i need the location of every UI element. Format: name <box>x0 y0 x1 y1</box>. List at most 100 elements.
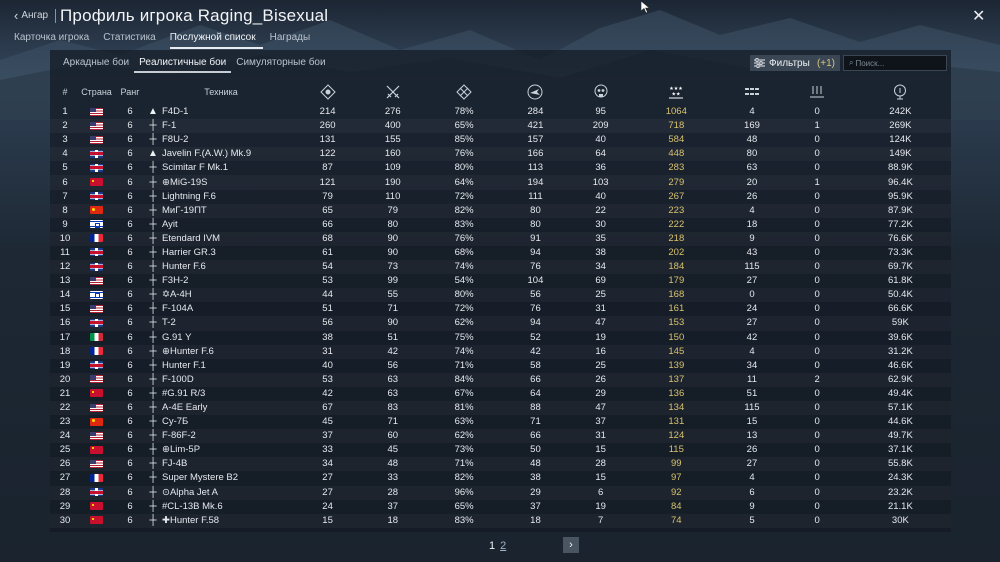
stat-deaths: 26 <box>568 373 633 387</box>
table-row[interactable]: 13 6 ┼ F3H-2 53 99 54% 104 69 179 27 0 61.8K <box>50 274 951 288</box>
row-number: 24 <box>50 429 80 443</box>
vehicle-cell[interactable]: ┼ #CL-13B Mk.6 <box>147 500 295 514</box>
table-row[interactable]: 18 6 ┼ ⊕Hunter F.6 31 42 74% 42 16 145 4 0 31.2K <box>50 345 951 359</box>
stat-air-kills: 184 <box>633 260 719 274</box>
stat-missions: 79 <box>322 190 333 202</box>
vehicle-cell[interactable]: ┼ ✡A-4H <box>147 288 295 302</box>
col-respawns[interactable] <box>503 78 568 105</box>
table-row[interactable]: 30 6 ┼ ✚Hunter F.58 15 18 83% 18 7 74 5 0 30K <box>50 514 951 528</box>
col-num[interactable]: # <box>62 86 68 97</box>
vehicle-cell[interactable]: ┼ G.91 Y <box>147 331 295 345</box>
col-country[interactable]: Страна <box>81 86 112 97</box>
vehicle-cell[interactable]: ┼ ⊕Lim-5P <box>147 443 295 457</box>
table-row[interactable]: 19 6 ┼ Hunter F.1 40 56 71% 58 25 139 34 0 46.6K <box>50 359 951 373</box>
col-air-kills[interactable]: ★★★ ★★ <box>633 78 719 105</box>
table-row[interactable]: 20 6 ┼ F-100D 53 63 84% 66 26 137 11 2 62.9K <box>50 373 951 387</box>
table-row[interactable]: 11 6 ┼ Harrier GR.3 61 90 68% 94 38 202 43 0 73.3K <box>50 246 951 260</box>
table-row[interactable]: 27 6 ┼ Super Mystere B2 27 33 82% 38 15 97 4 0 24.3K <box>50 471 951 485</box>
vehicle-cell[interactable]: ┼ F-1 <box>147 119 295 133</box>
vehicle-cell[interactable]: ▲ F4D-1 <box>147 105 295 119</box>
vehicle-cell[interactable]: ┼ F3H-2 <box>147 274 295 288</box>
table-row[interactable]: 22 6 ┼ A-4E Early 67 83 81% 88 47 134 115 0 57.1K <box>50 401 951 415</box>
tab-player-card[interactable]: Карточка игрока <box>14 32 90 43</box>
tab-simulator[interactable]: Симуляторные бои <box>236 57 326 68</box>
vehicle-cell[interactable]: ┼ Harrier GR.3 <box>147 246 295 260</box>
filters-button[interactable]: Фильтры (+1) <box>750 55 840 71</box>
vehicle-cell[interactable]: ┼ FJ-4B <box>147 457 295 471</box>
stat-missions: 54 <box>295 260 360 274</box>
table-row[interactable]: 12 6 ┼ Hunter F.6 54 73 74% 76 34 184 115 0 69.7K <box>50 260 951 274</box>
table-row[interactable]: 28 6 ┼ ⊙Alpha Jet A 27 28 96% 29 6 92 6 0 23.2K <box>50 486 951 500</box>
next-page-button[interactable]: › <box>563 537 579 553</box>
tab-statistics[interactable]: Статистика <box>103 32 156 43</box>
table-row[interactable]: 5 6 ┼ Scimitar F Mk.1 87 109 80% 113 36 283 63 0 88.… <box>50 161 951 175</box>
page-link[interactable]: 2 <box>500 540 507 552</box>
vehicle-cell[interactable]: ┼ T-2 <box>147 316 295 330</box>
table-row[interactable]: 21 6 ┼ #G.91 R/3 42 63 67% 64 29 136 51 0 49.4K <box>50 387 951 401</box>
vehicle-cell[interactable]: ┼ Hunter F.1 <box>147 359 295 373</box>
vehicle-cell[interactable]: ┼ ⊕Hunter F.6 <box>147 345 295 359</box>
table-row[interactable]: 24 6 ┼ F-86F-2 37 60 62% 66 31 124 13 0 49.7K <box>50 429 951 443</box>
stat-naval-kills: 0 <box>814 359 820 371</box>
row-number: 12 <box>50 260 80 274</box>
col-deaths[interactable] <box>568 78 633 105</box>
tab-awards[interactable]: Награды <box>269 32 311 43</box>
vehicle-cell[interactable]: ┼ #G.91 R/3 <box>147 387 295 401</box>
tab-service-record[interactable]: Послужной список <box>169 32 263 49</box>
vehicle-cell[interactable]: ┼ Etendard IVM <box>147 232 295 246</box>
vehicle-cell[interactable]: ┼ Hunter F.6 <box>147 260 295 274</box>
col-missions[interactable] <box>295 78 360 105</box>
table-row[interactable]: 9 6 ┼ Ayit 66 80 83% 80 30 222 18 0 77.2K <box>50 218 951 232</box>
col-score[interactable] <box>850 78 951 105</box>
vehicle-cell[interactable]: ┼ ⊙Alpha Jet A <box>147 486 295 500</box>
vehicle-cell[interactable]: ┼ Ayit <box>147 218 295 232</box>
table-row[interactable]: 15 6 ┼ F-104A 51 71 72% 76 31 161 24 0 66.6K <box>50 302 951 316</box>
table-row[interactable]: 25 6 ┼ ⊕Lim-5P 33 45 73% 50 15 115 26 0 37.1K <box>50 443 951 457</box>
col-vehicle[interactable]: Техника <box>204 86 238 97</box>
table-row[interactable]: 23 6 ┼ Су-7Б 45 71 63% 71 37 131 15 0 44.6K <box>50 415 951 429</box>
col-naval-kills[interactable] <box>785 78 850 105</box>
vehicle-cell[interactable]: ┼ Super Mystere B2 <box>147 471 295 485</box>
table-row[interactable]: 2 6 ┼ F-1 260 400 65% 421 209 718 169 1 269K <box>50 119 951 133</box>
table-row[interactable]: 26 6 ┼ FJ-4B 34 48 71% 48 28 99 27 0 55.8K <box>50 457 951 471</box>
col-victories-percent[interactable] <box>425 78 502 105</box>
table-row[interactable]: 4 6 ▲ Javelin F.(A.W.) Mk.9 122 160 76% 166 64 44… <box>50 147 951 161</box>
col-battles[interactable] <box>360 78 425 105</box>
table-row[interactable]: 29 6 ┼ #CL-13B Mk.6 24 37 65% 37 19 84 9 0 21.1K <box>50 500 951 514</box>
vehicle-cell[interactable]: ┼ F8U-2 <box>147 133 295 147</box>
table-row[interactable]: 17 6 ┼ G.91 Y 38 51 75% 52 19 150 42 0 39.6K <box>50 331 951 345</box>
close-icon[interactable]: ✕ <box>972 8 986 25</box>
table-row[interactable]: 3 6 ┼ F8U-2 131 155 85% 157 40 584 48 0 124K <box>50 133 951 147</box>
table-row[interactable]: 16 6 ┼ T-2 56 90 62% 94 47 153 27 0 59K <box>50 316 951 330</box>
vehicle-cell[interactable]: ┼ ✚Hunter F.58 <box>147 514 295 528</box>
stat-battles: 160 <box>360 147 425 161</box>
table-row[interactable]: 10 6 ┼ Etendard IVM 68 90 76% 91 35 218 9 0 76.6K <box>50 232 951 246</box>
vehicle-cell[interactable]: ▲ Javelin F.(A.W.) Mk.9 <box>147 147 295 161</box>
vehicle-cell[interactable]: ┼ Су-7Б <box>147 415 295 429</box>
col-rank[interactable]: Ранг <box>120 86 140 97</box>
table-row[interactable]: 6 6 ┼ ⊕MiG-19S 121 190 64% 194 103 279 20 1 96.4K <box>50 175 951 189</box>
stat-score: 44.6K <box>887 416 913 428</box>
col-ground-kills[interactable] <box>719 78 784 105</box>
vehicle-cell[interactable]: ┼ ⊕MiG-19S <box>147 175 295 189</box>
tab-arcade[interactable]: Аркадные бои <box>63 57 130 68</box>
vehicle-cell[interactable]: ┼ F-104A <box>147 302 295 316</box>
vehicle-cell[interactable]: ┼ Scimitar F Mk.1 <box>147 161 295 175</box>
stat-battles: 60 <box>360 429 425 443</box>
tab-realistic[interactable]: Реалистичные бои <box>134 57 232 73</box>
jet-icon: ┼ <box>149 190 157 202</box>
table-row[interactable]: 7 6 ┼ Lightning F.6 79 110 72% 111 40 267 26 0 95.9K <box>50 190 951 204</box>
search-input[interactable]: ⌕ Поиск... <box>843 55 947 71</box>
table-row[interactable]: 14 6 ┼ ✡A-4H 44 55 80% 56 25 168 0 0 50.4K <box>50 288 951 302</box>
back-button[interactable]: ‹ Ангар <box>14 9 48 22</box>
vehicle-cell[interactable]: ┼ F-100D <box>147 373 295 387</box>
country-flag-icon <box>80 147 113 161</box>
vehicle-cell[interactable]: ┼ МиГ-19ПТ <box>147 204 295 218</box>
vehicle-cell[interactable]: ┼ Lightning F.6 <box>147 190 295 204</box>
table-row[interactable]: 8 6 ┼ МиГ-19ПТ 65 79 82% 80 22 223 4 0 87.9K <box>50 204 951 218</box>
vehicle-cell[interactable]: ┼ A-4E Early <box>147 401 295 415</box>
stat-missions: 53 <box>295 373 360 387</box>
stat-respawns: 76 <box>503 260 568 274</box>
vehicle-cell[interactable]: ┼ F-86F-2 <box>147 429 295 443</box>
table-row[interactable]: 1 6 ▲ F4D-1 214 276 78% 284 95 1064 4 0 242K <box>50 105 951 119</box>
